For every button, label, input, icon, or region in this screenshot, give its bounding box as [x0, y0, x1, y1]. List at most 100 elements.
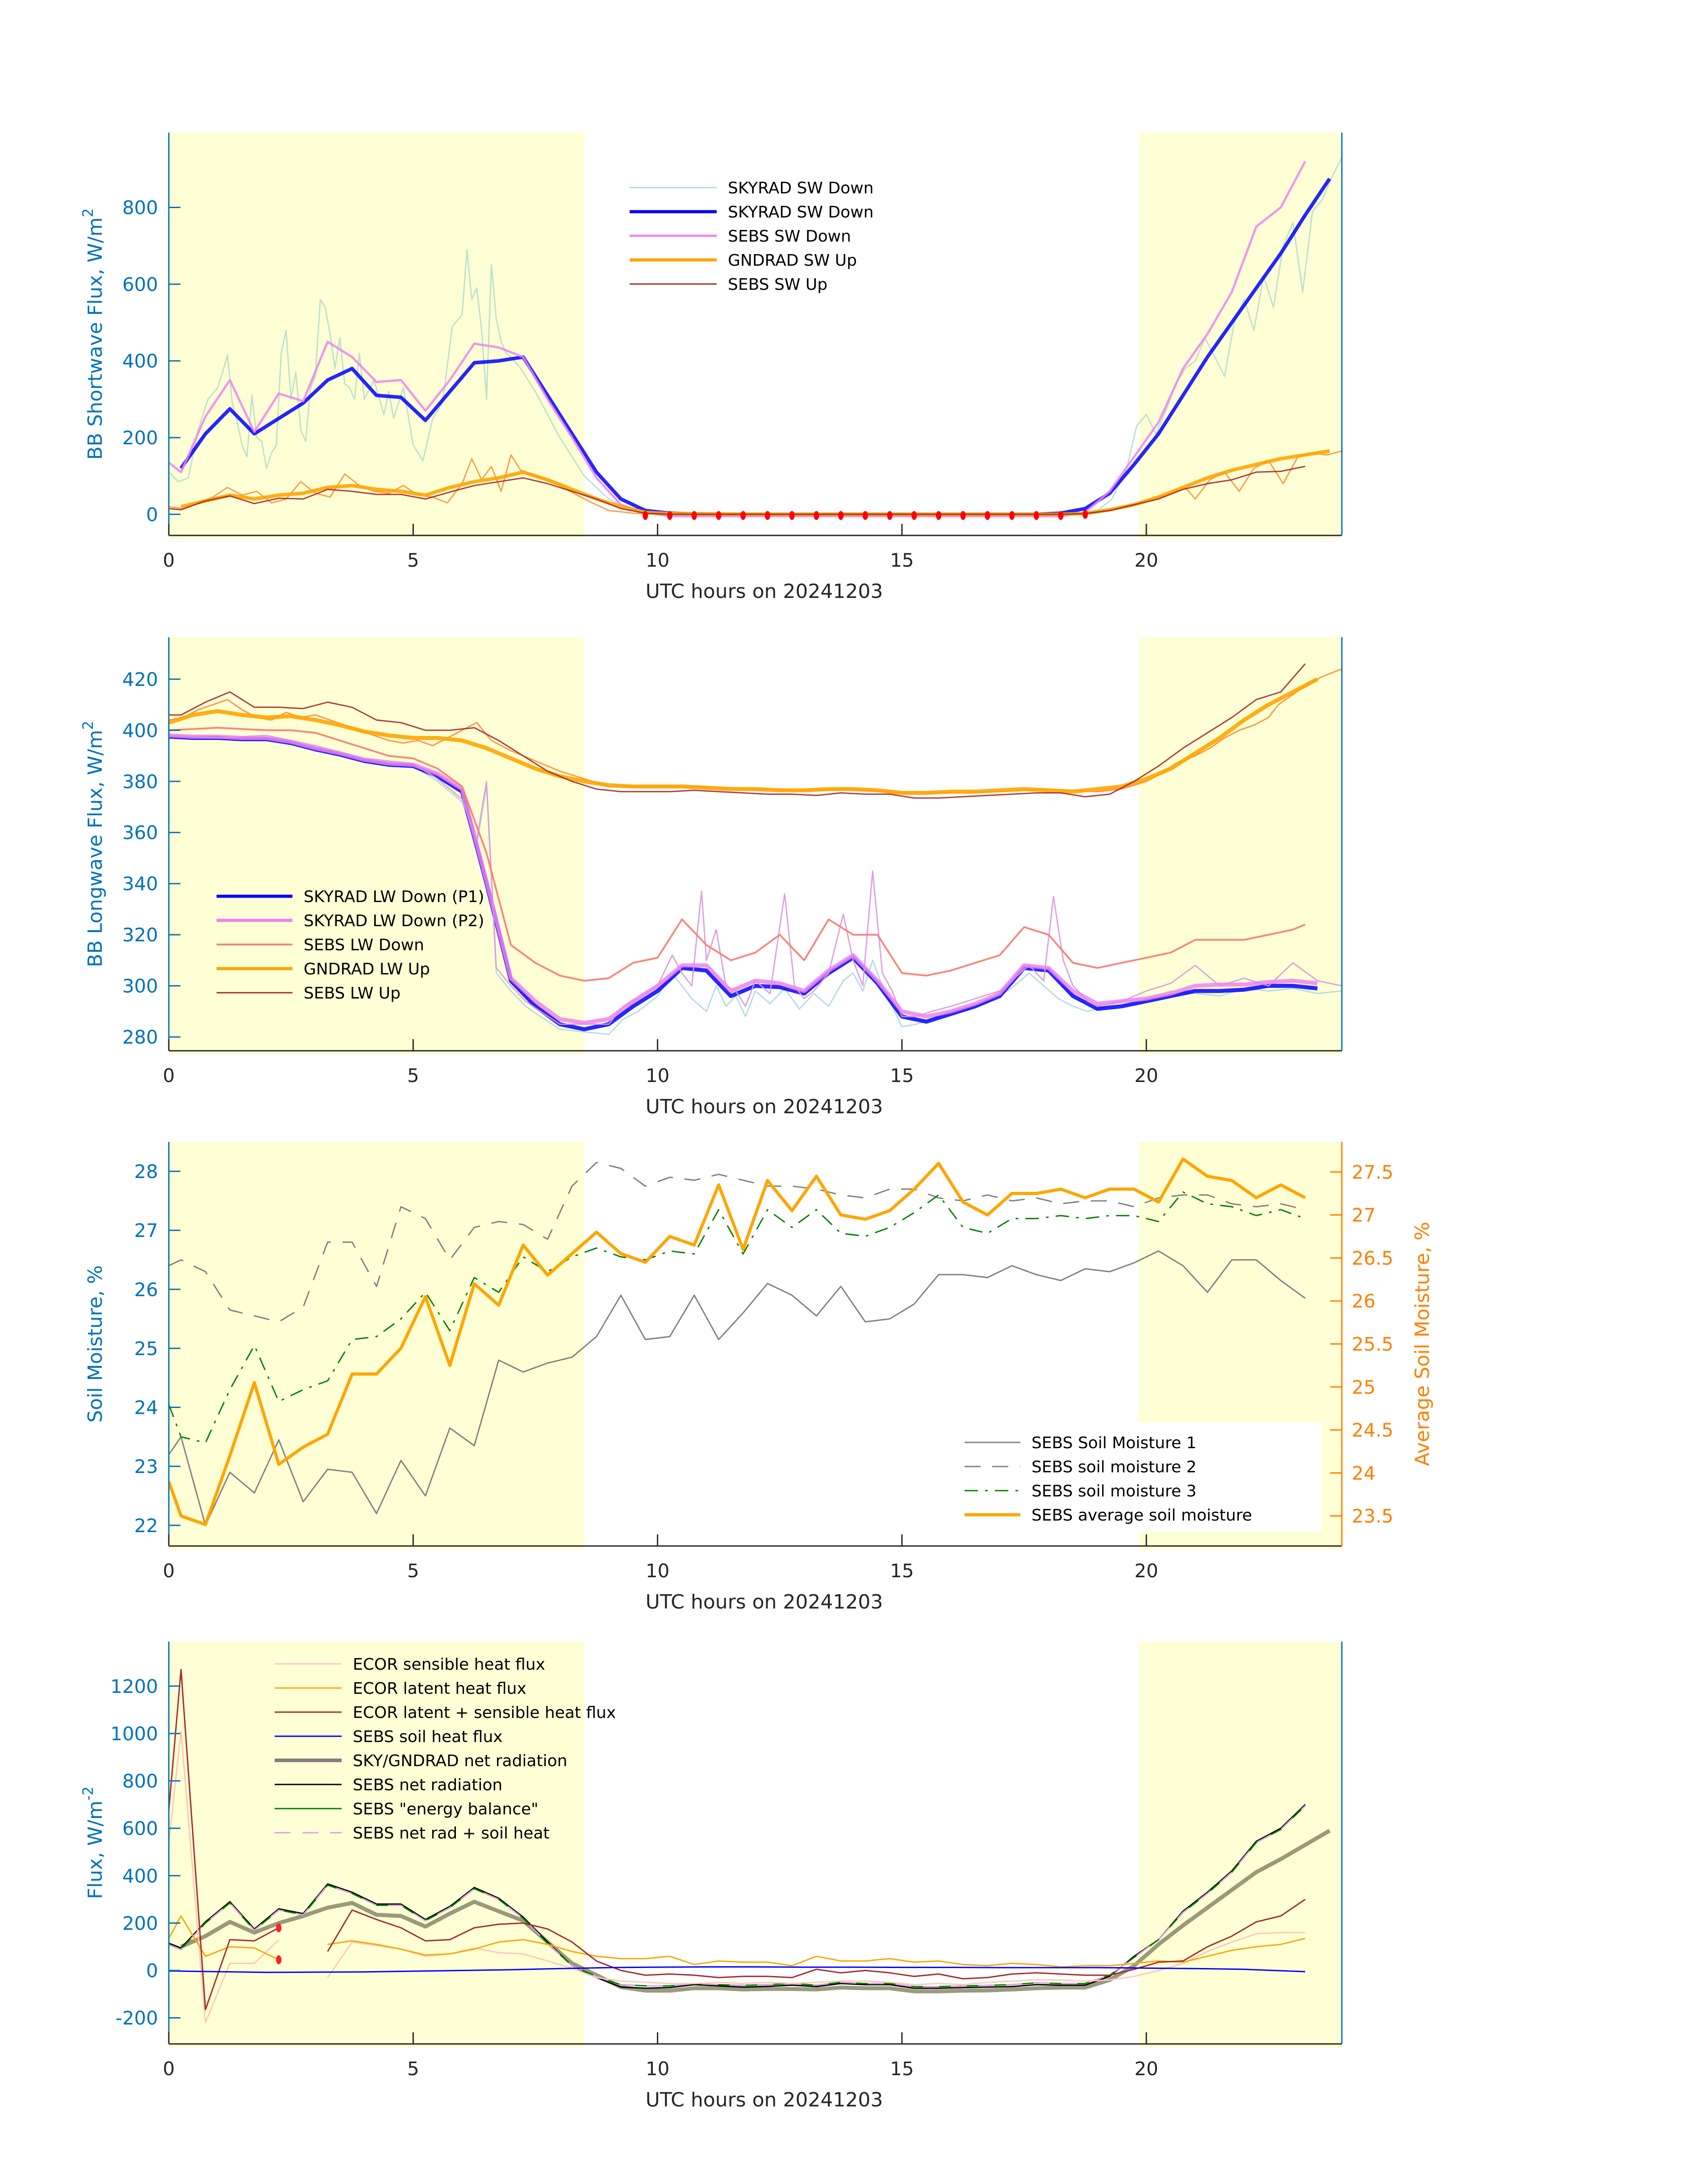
legend-label: SEBS LW Down	[304, 936, 424, 954]
legend-label: ECOR latent + sensible heat flux	[353, 1704, 616, 1722]
y-tick-label: 600	[122, 1818, 158, 1839]
marker-point	[276, 1923, 282, 1932]
marker-point	[887, 511, 893, 520]
x-tick-label: 15	[890, 1065, 914, 1086]
y-axis-label: BB Longwave Flux, W/m2	[79, 721, 107, 967]
series-line-sebs-soil-moisture-2	[169, 1162, 1306, 1323]
x-tick-label: 5	[407, 1065, 419, 1086]
x-tick-label: 10	[646, 1560, 669, 1582]
y-right-tick-label: 26	[1352, 1290, 1375, 1312]
x-tick-label: 10	[646, 1065, 669, 1086]
y-tick-label: 400	[122, 719, 158, 741]
marker-point	[985, 511, 990, 520]
series-line-ecor-latent-sensible-heat-flux	[169, 1669, 280, 2010]
y-tick-label: 24	[134, 1397, 158, 1419]
x-tick-label: 10	[646, 2058, 669, 2080]
legend-label: SKYRAD SW Down	[728, 203, 873, 221]
x-tick-label: 0	[163, 2058, 175, 2080]
soil-moisture-panel: 0 5 10 15 20 UTC hours on 20241203 22 23 24 25 26 2…	[84, 1142, 1434, 1613]
y-tick-label: 800	[122, 1770, 158, 1792]
legend-label: SEBS net radiation	[353, 1776, 502, 1794]
series-line-sebs-net-rad-soil-heat	[169, 1805, 1306, 1988]
legend-label: GNDRAD LW Up	[304, 960, 430, 978]
series-group	[169, 663, 1342, 1035]
legend: ECOR sensible heat flux ECOR latent heat …	[275, 1655, 616, 1843]
y-tick-label: 600	[122, 273, 158, 295]
series-line-skyrad-lw-down-p2-1-min-	[169, 735, 1342, 1025]
series-group	[169, 1669, 1331, 2023]
y-tick-label: 400	[122, 1865, 158, 1887]
legend-label: SEBS average soil moisture	[1031, 1506, 1252, 1525]
y-axis-label: Flux, W/m-2	[79, 1786, 107, 1899]
y-right-tick-label: 24.5	[1352, 1419, 1394, 1441]
y-tick-label: 1000	[110, 1723, 158, 1745]
y-tick-label: 1200	[110, 1676, 158, 1697]
marker-point	[1033, 511, 1039, 520]
longwave-panel: 0 5 10 15 20 UTC hours on 20241203 280 300 320 34…	[79, 637, 1343, 1118]
marker-point	[764, 511, 770, 520]
marker-point	[667, 511, 672, 520]
shortwave-panel: 0 5 10 15 20 UTC hours on 20241203 0 200 400 600 8…	[79, 133, 1343, 603]
marker-point	[911, 511, 917, 520]
marker-point	[838, 511, 844, 520]
x-tick-label: 0	[163, 549, 175, 571]
y-tick-label: 0	[146, 1960, 158, 1982]
legend-label: SEBS SW Up	[728, 276, 827, 294]
daylight-shading	[1139, 1642, 1342, 2047]
series-line-sebs-lw-up	[169, 663, 1306, 799]
y-tick-label: 23	[134, 1456, 158, 1478]
series-group	[169, 157, 1342, 520]
x-tick-label: 5	[407, 1560, 419, 1582]
x-tick-label: 20	[1134, 2058, 1158, 2080]
marker-point	[960, 511, 966, 520]
series-line-ecor-latent-heat-flux	[327, 1938, 1306, 1968]
legend-label: SEBS LW Up	[304, 984, 401, 1003]
y-tick-label: 26	[134, 1279, 158, 1300]
x-tick-label: 20	[1134, 549, 1158, 571]
legend-label: SKY/GNDRAD net radiation	[353, 1752, 567, 1770]
y-right-tick-label: 26.5	[1352, 1247, 1394, 1269]
legend-label: ECOR latent heat flux	[353, 1680, 526, 1698]
series-line-ecor-sensible-heat-flux	[327, 1932, 1305, 1985]
y-tick-label: 360	[122, 822, 158, 844]
marker-point	[276, 1955, 282, 1964]
y-tick-label: 400	[122, 350, 158, 372]
series-line-sebs-soil-moisture-3	[169, 1191, 1306, 1444]
y-tick-label: 22	[134, 1515, 158, 1537]
y-axis-label: BB Shortwave Flux, W/m2	[79, 208, 107, 460]
legend-label: SKYRAD LW Down (P2)	[304, 912, 484, 930]
marker-point	[1009, 511, 1015, 520]
y-tick-label: 200	[122, 1912, 158, 1934]
y-tick-label: 380	[122, 771, 158, 793]
energy-flux-panel: 0 5 10 15 20 UTC hours on 20241203 -200 0 200 400…	[79, 1642, 1343, 2111]
legend: SKYRAD LW Down (P1) SKYRAD LW Down (P2) SE…	[217, 888, 484, 1003]
y-tick-label: 200	[122, 427, 158, 449]
x-tick-label: 0	[163, 1065, 175, 1086]
y-tick-label: 340	[122, 873, 158, 895]
series-line-ecor-latent-heat-flux	[169, 1915, 279, 1960]
x-tick-label: 15	[890, 1560, 914, 1582]
y-tick-label: 28	[134, 1161, 158, 1183]
series-line-skyrad-lw-down-p2-	[169, 733, 1318, 1025]
y-tick-label: 300	[122, 975, 158, 997]
legend-label: GNDRAD SW Up	[728, 251, 857, 270]
legend-label: SEBS soil moisture 3	[1031, 1482, 1196, 1500]
marker-point	[643, 511, 648, 520]
y-right-tick-label: 23.5	[1352, 1505, 1394, 1527]
daylight-shading	[1139, 133, 1342, 539]
series-line-sebs-sw-up	[169, 465, 1306, 515]
x-tick-label: 20	[1134, 1560, 1158, 1582]
y-tick-label: 420	[122, 669, 158, 690]
x-axis-label: UTC hours on 20241203	[646, 2089, 883, 2111]
marker-point	[789, 511, 795, 520]
marker-point	[716, 511, 722, 520]
series-line-ecor-latent-sensible-heat-flux	[327, 1899, 1306, 1980]
legend: SEBS Soil Moisture 1 SEBS soil moisture 2…	[956, 1422, 1322, 1532]
y-right-tick-label: 25.5	[1352, 1333, 1394, 1355]
x-tick-label: 5	[407, 2058, 419, 2080]
marker-point	[691, 511, 697, 520]
y-tick-label: 280	[122, 1026, 158, 1048]
legend-label: SEBS net rad + soil heat	[353, 1824, 550, 1843]
x-tick-label: 15	[890, 549, 914, 571]
